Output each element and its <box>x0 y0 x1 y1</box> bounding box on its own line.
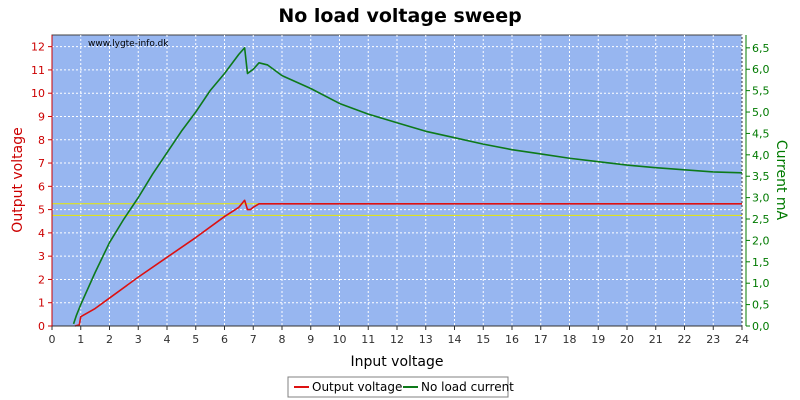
x-tick-label: 19 <box>591 333 605 346</box>
x-tick-label: 2 <box>106 333 113 346</box>
y-axis-title: Output voltage <box>10 127 26 232</box>
x-tick-label: 9 <box>307 333 314 346</box>
x-tick-label: 23 <box>706 333 720 346</box>
legend: Output voltage No load current <box>287 376 514 398</box>
y-tick-label: 6 <box>38 180 45 193</box>
y2-tick-label: 0,5 <box>752 299 770 312</box>
x-tick-label: 15 <box>476 333 490 346</box>
y2-tick-label: 6,0 <box>752 63 770 76</box>
y2-tick-label: 1,0 <box>752 277 770 290</box>
x-tick-label: 13 <box>419 333 433 346</box>
legend-label-output-voltage: Output voltage <box>312 380 402 394</box>
y2-tick-label: 5,0 <box>752 106 770 119</box>
x-tick-label: 22 <box>678 333 692 346</box>
y2-axis-title: Current mA <box>773 140 789 221</box>
y-tick-label: 7 <box>38 157 45 170</box>
y-tick-label: 4 <box>38 227 45 240</box>
x-tick-label: 7 <box>250 333 257 346</box>
series-line-output-voltage <box>74 199 742 327</box>
x-axis-title: Input voltage <box>350 354 443 370</box>
series-lines <box>72 47 743 327</box>
y2-tick-label: 0,0 <box>752 320 770 333</box>
y2-tick-label: 6,5 <box>752 42 770 55</box>
watermark: www.lygte-info.dk <box>88 39 169 49</box>
x-tick-label: 21 <box>649 333 663 346</box>
x-tick-label: 12 <box>390 333 404 346</box>
x-tick-label: 14 <box>448 333 462 346</box>
x-tick-label: 24 <box>735 333 749 346</box>
chart-title: No load voltage sweep <box>278 5 521 27</box>
y2-tick-label: 4,0 <box>752 149 770 162</box>
y-tick-label: 9 <box>38 110 45 123</box>
grid-lines <box>51 35 743 327</box>
y-axis-right: 0,0 0,5 1,0 1,5 2,0 2,5 3,0 3,5 4,0 4,5 5,0 5,5 6,0 6… <box>745 35 770 333</box>
x-tick-label: 18 <box>563 333 577 346</box>
legend-label-no-load-current: No load current <box>421 380 514 394</box>
x-tick-label: 4 <box>164 333 171 346</box>
x-tick-label: 5 <box>192 333 199 346</box>
x-tick-label: 6 <box>221 333 228 346</box>
legend-box <box>287 376 509 398</box>
y2-tick-label: 3,5 <box>752 170 770 183</box>
y2-tick-label: 2,0 <box>752 234 770 247</box>
x-tick-label: 16 <box>505 333 519 346</box>
y-tick-label: 0 <box>38 320 45 333</box>
y-tick-label: 11 <box>31 64 45 77</box>
x-tick-label: 20 <box>620 333 634 346</box>
y-tick-label: 5 <box>38 204 45 217</box>
y-tick-label: 8 <box>38 134 45 147</box>
x-tick-label: 10 <box>333 333 347 346</box>
y-tick-label: 3 <box>38 250 45 263</box>
x-tick-label: 1 <box>77 333 84 346</box>
x-tick-label: 11 <box>361 333 375 346</box>
y-tick-label: 10 <box>31 87 45 100</box>
x-tick-label: 8 <box>279 333 286 346</box>
y2-tick-label: 2,5 <box>752 213 770 226</box>
y2-tick-label: 4,5 <box>752 127 770 140</box>
y2-tick-label: 1,5 <box>752 256 770 269</box>
series-line-no-load-current <box>72 47 743 325</box>
x-axis: 0 1 2 3 4 5 6 7 8 9 10 11 12 13 14 15 16 17 18 19 20 21 22 23 24 <box>49 325 749 346</box>
y2-tick-label: 5,5 <box>752 85 770 98</box>
y-tick-label: 1 <box>38 297 45 310</box>
y2-tick-label: 3,0 <box>752 192 770 205</box>
y-tick-label: 2 <box>38 273 45 286</box>
y-tick-label: 12 <box>31 41 45 54</box>
x-tick-label: 17 <box>534 333 548 346</box>
x-tick-label: 3 <box>135 333 142 346</box>
x-tick-label: 0 <box>49 333 56 346</box>
